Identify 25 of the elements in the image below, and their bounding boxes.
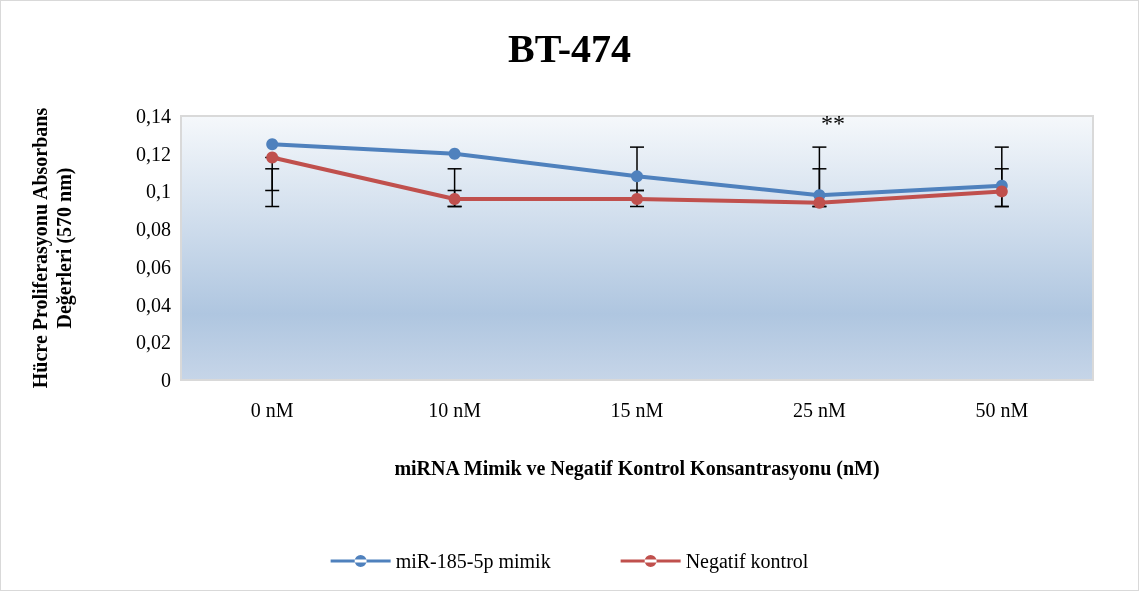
x-tick-label: 50 nM: [975, 399, 1029, 421]
y-tick-label: 0,06: [136, 255, 171, 278]
x-tick-label: 10 nM: [428, 399, 482, 421]
y-tick-label: 0,14: [136, 105, 171, 127]
legend-label: miR-185-5p mimik: [395, 550, 551, 573]
point: [448, 147, 461, 160]
point: [813, 196, 826, 209]
y-tick-label: 0,02: [136, 331, 171, 354]
point: [995, 185, 1008, 198]
y-axis-title: Hücre Proliferasyonu Absorbans Değerleri (570 nm): [29, 107, 76, 389]
point: [266, 138, 279, 151]
x-tick-label: 15 nM: [610, 399, 664, 421]
y-tick-label: 0: [161, 369, 171, 391]
chart-title: BT-474: [507, 25, 632, 71]
y-tick-label: 0,08: [136, 218, 171, 241]
x-tick-label: 0 nM: [250, 399, 294, 421]
point: [631, 170, 643, 183]
y-tick-label: 0,1: [146, 180, 171, 203]
x-axis-title: miRNA Mimik ve Negatif Kontrol Konsantrasyonu (nM): [394, 457, 880, 480]
annotation: **: [821, 110, 845, 136]
legend-label: Negatif kontrol: [685, 550, 809, 573]
y-tick-label: 0,12: [136, 142, 171, 165]
x-tick-label: 25 nM: [793, 399, 846, 421]
point: [266, 151, 279, 164]
y-tick-label: 0,04: [136, 293, 171, 316]
